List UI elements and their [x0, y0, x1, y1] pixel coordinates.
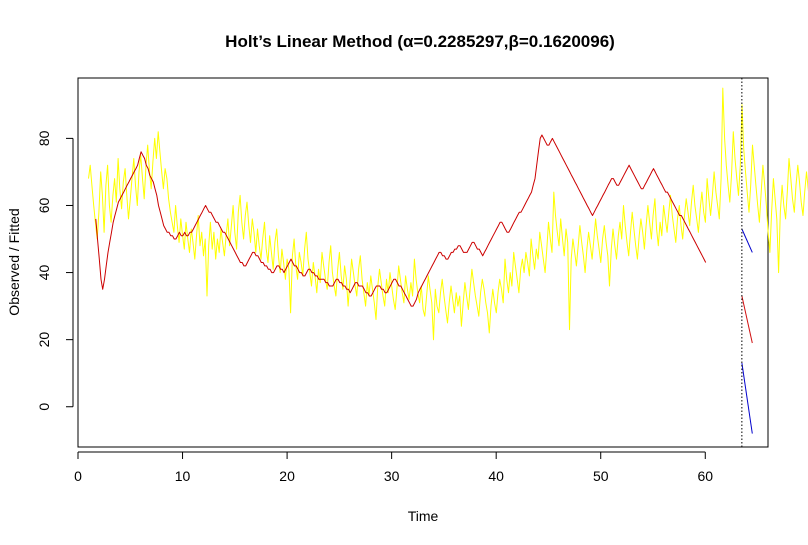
series-line-fitted: [95, 134, 707, 307]
y-tick-label: 60: [36, 197, 52, 213]
series-line-interval-lower: [741, 363, 753, 434]
y-tick-label: 40: [36, 265, 52, 281]
series-line-forecast: [741, 295, 753, 344]
x-tick-label: 40: [488, 468, 504, 484]
x-tick-label: 20: [279, 468, 295, 484]
x-tick-label: 0: [74, 468, 82, 484]
y-axis-label: Observed / Fitted: [6, 208, 22, 315]
x-tick-label: 60: [697, 468, 713, 484]
x-tick-label: 10: [175, 468, 191, 484]
plot-area: [88, 78, 808, 447]
plot-frame: [77, 77, 769, 448]
chart-title: Holt’s Linear Method (α=0.2285297,β=0.16…: [225, 32, 615, 51]
x-tick-label: 50: [593, 468, 609, 484]
x-axis-label: Time: [408, 508, 439, 524]
y-tick-label: 0: [36, 403, 52, 411]
x-axis: 0 10 20 30 40 50 60: [74, 451, 713, 484]
series-line-interval-upper: [741, 228, 753, 253]
series-line-observed: [88, 87, 808, 341]
y-axis: 0 20 40 60 80: [36, 130, 74, 411]
x-tick-label: 30: [384, 468, 400, 484]
y-tick-label: 20: [36, 332, 52, 348]
y-tick-label: 80: [36, 130, 52, 146]
